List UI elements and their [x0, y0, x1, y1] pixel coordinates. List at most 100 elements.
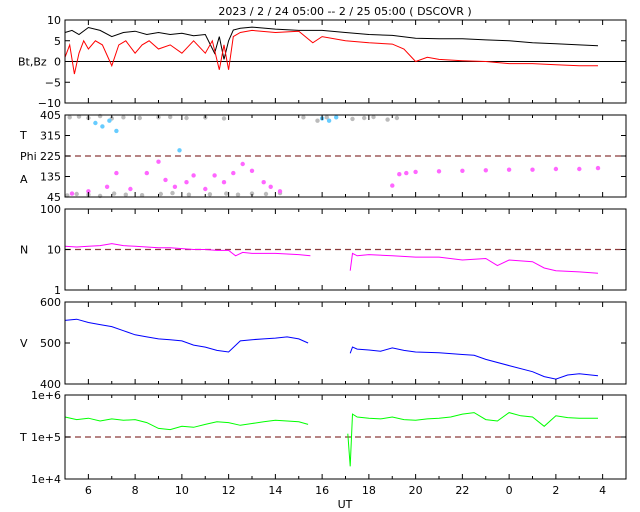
data-point — [114, 170, 119, 176]
panel-field-angles: 405 315 225 135 45 T Phi A — [19, 109, 627, 204]
figure-title: 2023 / 2 / 24 05:00 -- 2 / 25 05:00 ( DS… — [218, 5, 471, 18]
data-point — [221, 180, 227, 185]
data-point — [172, 184, 178, 189]
data-point — [170, 190, 175, 196]
time-axis-labels: 6 8 10 12 14 16 18 20 22 0 2 4 — [85, 484, 606, 497]
data-point — [394, 115, 400, 121]
panel-density: 100 10 1 N — [20, 203, 627, 297]
y-tick-label: 500 — [40, 337, 61, 350]
x-tick-label: 10 — [175, 484, 189, 497]
y-tick-label: 0 — [54, 56, 61, 69]
x-tick-label: 18 — [362, 484, 376, 497]
panel-magnetic-field: 10 5 0 −5 −10 Bt,Bz — [18, 14, 627, 110]
panel-frame — [64, 301, 627, 385]
data-point — [156, 159, 161, 164]
data-point — [74, 191, 79, 197]
data-point — [334, 115, 339, 120]
y-tick-label: 5 — [54, 35, 61, 48]
x-tick-label: 8 — [132, 484, 139, 497]
series-line-n — [64, 243, 599, 274]
data-point — [301, 115, 306, 120]
data-point — [139, 193, 145, 198]
x-tick-label: 4 — [599, 484, 606, 497]
data-point — [371, 114, 376, 120]
data-point — [184, 180, 189, 185]
data-point — [240, 161, 245, 167]
data-point — [86, 189, 91, 194]
data-point — [144, 170, 149, 176]
x-axis-label: UT — [338, 498, 353, 511]
data-point — [324, 115, 329, 120]
x-tick-label: 16 — [315, 484, 329, 497]
data-point — [235, 192, 241, 197]
data-point — [577, 166, 582, 172]
data-point — [121, 115, 126, 120]
data-point — [315, 118, 320, 123]
y-tick-label: 1e+4 — [31, 473, 61, 486]
y-axis-label: T — [19, 431, 27, 444]
data-point — [104, 184, 110, 189]
data-point — [177, 148, 182, 153]
series-angle — [69, 159, 601, 196]
y-tick-label: 1e+6 — [31, 389, 61, 402]
x-tick-label: 6 — [85, 484, 92, 497]
y-tick-label: −5 — [45, 76, 61, 89]
data-point — [203, 186, 208, 192]
y-tick-label: 315 — [40, 130, 61, 143]
data-point — [506, 167, 512, 172]
x-tick-label: 2 — [552, 484, 559, 497]
panel-speed: 600 500 400 V — [20, 296, 627, 391]
data-point — [413, 169, 418, 175]
x-tick-label: 0 — [506, 484, 513, 497]
data-point — [137, 115, 142, 121]
y-axis-label: Phi — [20, 150, 37, 163]
data-point — [263, 191, 269, 197]
y-axis-label: N — [20, 244, 28, 257]
data-point — [595, 165, 601, 171]
data-point — [107, 118, 112, 123]
data-point — [530, 167, 535, 172]
data-point — [249, 168, 255, 173]
data-point — [128, 186, 133, 192]
series-line-v — [64, 318, 599, 380]
data-point — [350, 116, 355, 122]
data-point — [397, 172, 402, 177]
data-point — [362, 115, 367, 121]
x-tick-label: 20 — [409, 484, 423, 497]
data-point — [158, 191, 163, 197]
data-point — [207, 192, 213, 197]
data-point — [436, 169, 442, 174]
data-point — [553, 166, 559, 172]
y-tick-label: 1 — [54, 284, 61, 297]
series-line-bz — [64, 29, 598, 75]
data-point — [184, 115, 189, 121]
y-tick-label: 100 — [40, 203, 61, 216]
y-tick-label: 600 — [40, 296, 61, 309]
x-tick-label: 22 — [455, 484, 469, 497]
data-point — [111, 191, 117, 196]
data-point — [385, 117, 390, 122]
data-point — [93, 120, 98, 126]
x-tick-label: 14 — [268, 484, 282, 497]
data-point — [191, 173, 196, 178]
data-point — [224, 191, 229, 196]
data-point — [277, 189, 283, 194]
data-point — [268, 184, 273, 189]
data-point — [100, 124, 105, 129]
data-point — [460, 168, 465, 173]
y-tick-label: 400 — [40, 378, 61, 391]
y-axis-label: Bt,Bz — [18, 56, 47, 69]
y-tick-label: 45 — [47, 191, 61, 204]
data-point — [69, 191, 75, 196]
data-point — [168, 114, 173, 120]
data-point — [123, 192, 128, 197]
data-point — [326, 118, 332, 123]
x-tick-label: 12 — [222, 484, 236, 497]
series-line-bt — [64, 26, 599, 60]
y-axis-label: T — [19, 129, 27, 142]
y-tick-label: −10 — [38, 97, 61, 110]
data-point — [261, 180, 266, 185]
y-tick-label: 405 — [40, 109, 61, 122]
data-point — [249, 191, 255, 196]
data-point — [231, 170, 236, 176]
